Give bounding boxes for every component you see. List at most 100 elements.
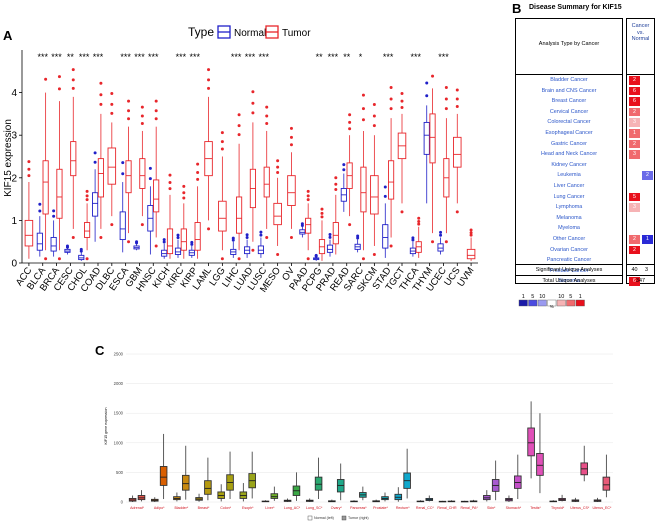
cell-up-esophageal-cancer: 1 <box>629 128 640 138</box>
c-box-normal-breast <box>195 493 203 502</box>
box-normal-thym <box>423 81 430 204</box>
c-y-tick-label-3: 1500 <box>114 411 124 416</box>
box-normal-blca <box>36 202 43 257</box>
outlier-tumor-thym-0 <box>431 74 435 78</box>
cancer-type-brain-and-cns-cancer[interactable]: Brain and CNS Cancer <box>541 87 597 94</box>
outlier-normal-read-0 <box>342 168 346 172</box>
outlier-tumor-ov-1 <box>289 135 293 139</box>
outlier-tumor-ucs-1 <box>455 97 459 101</box>
table-row <box>627 181 654 192</box>
outlier-tumor-lihc-2 <box>237 113 241 117</box>
cancer-type-esophageal-cancer[interactable]: Esophageal Cancer <box>545 129 593 136</box>
outlier-tumor-low-luad <box>251 248 255 252</box>
outlier-tumor-paad-1 <box>306 194 310 198</box>
cancer-type-liver-cancer[interactable]: Liver Cancer <box>553 182 585 189</box>
outlier-tumor-pcpg-2 <box>320 207 324 211</box>
c-box-normal-uterus-cs <box>571 497 580 502</box>
outlier-normal-luad-1 <box>245 233 249 237</box>
c-box-normal-pancreas <box>350 500 358 503</box>
outlier-normal-brca-1 <box>52 209 56 213</box>
cancer-type-ovarian-cancer[interactable]: Ovarian Cancer <box>550 246 588 253</box>
chart-a-legend: Type Normal Tumor <box>188 25 311 39</box>
outlier-tumor-lihc-0 <box>237 133 241 137</box>
outlier-tumor-low-cesc <box>71 235 75 239</box>
cancer-type-melanoma[interactable]: Melanoma <box>556 214 582 221</box>
outlier-normal-prad-1 <box>328 233 332 237</box>
cancer-type-kidney-cancer[interactable]: Kidney Cancer <box>551 161 587 168</box>
outlier-normal-prad-0 <box>328 235 332 239</box>
outlier-tumor-kich-0 <box>168 187 172 191</box>
cell-up-bladder-cancer: 2 <box>629 76 640 85</box>
c-x-tick-label-lung-ac: Lung_AC* <box>284 506 301 510</box>
cancer-type-colorectal-cancer[interactable]: Colorectal Cancer <box>547 119 591 126</box>
outlier-tumor-gbm-1 <box>140 114 144 118</box>
cancer-type-sarcoma[interactable]: Sarcoma <box>558 278 580 285</box>
significance-prad: *** <box>328 52 339 62</box>
cancer-type-prostate-cancer[interactable]: Prostate Cancer <box>549 267 589 274</box>
table-row: 5 <box>627 192 654 203</box>
panel-label-c: C <box>95 343 105 358</box>
outlier-tumor-kirp-1 <box>196 170 200 174</box>
c-box-tumor-renal-pa <box>469 499 478 503</box>
outlier-tumor-stad-1 <box>389 97 393 101</box>
cancer-type-pancreatic-cancer[interactable]: Pancreatic Cancer <box>546 257 592 264</box>
outlier-tumor-skcm-2 <box>372 103 376 107</box>
c-box-tumor-pancreas <box>359 486 367 501</box>
outlier-normal-cesc-1 <box>65 244 69 248</box>
c-box-tumor-breast <box>204 457 212 501</box>
cancer-type-gastric-cancer[interactable]: Gastric Cancer <box>551 140 587 147</box>
outlier-tumor-tgct-1 <box>400 99 404 103</box>
outlier-tumor-low-hnsc <box>154 244 158 248</box>
y-tick-label-2: 2 <box>11 173 17 184</box>
table-row: 3 <box>627 149 654 160</box>
panel-label-a: A <box>3 28 13 43</box>
c-box-normal-liver <box>261 500 270 503</box>
significance-gbm: *** <box>134 52 145 62</box>
outlier-tumor-ov-2 <box>289 126 293 130</box>
box-tumor-lusc <box>263 105 270 239</box>
outlier-tumor-prad-1 <box>334 182 338 186</box>
c-box-tumor-thyroid <box>558 494 566 502</box>
outlier-tumor-skcm-1 <box>372 114 376 118</box>
outlier-tumor-low-ucs <box>455 210 459 214</box>
outlier-tumor-blca-0 <box>44 77 48 81</box>
cancer-type-myeloma[interactable]: Myeloma <box>558 225 580 232</box>
c-x-tick-label-colon: Colon* <box>220 506 231 510</box>
outlier-tumor-sarc-1 <box>361 107 365 111</box>
cancer-type-other-cancer[interactable]: Other Cancer <box>552 235 586 242</box>
cancer-type-head-and-neck-cancer[interactable]: Head and Neck Cancer <box>540 151 598 158</box>
outlier-tumor-low-laml <box>207 227 211 231</box>
outlier-tumor-cesc-1 <box>71 78 75 82</box>
outlier-tumor-laml-1 <box>207 78 211 82</box>
box-normal-pcpg <box>313 253 320 261</box>
c-box-tumor-rectum <box>403 448 411 499</box>
box-normal-brca <box>50 209 57 257</box>
box-tumor-kich <box>166 173 174 259</box>
box-normal-gbm <box>133 240 140 251</box>
outlier-tumor-brca-0 <box>57 87 61 91</box>
cancer-type-lymphoma[interactable]: Lymphoma <box>555 204 583 211</box>
significance-kirp: *** <box>189 52 200 62</box>
box-tumor-thym <box>429 74 436 244</box>
outlier-tumor-low-thym <box>431 240 435 244</box>
table-row <box>627 160 654 171</box>
outlier-normal-brca-0 <box>52 214 56 218</box>
cancer-type-bladder-cancer[interactable]: Bladder Cancer <box>550 77 588 83</box>
header-right-line-1: Cancer <box>631 23 650 29</box>
c-x-tick-label-adrenal: Adrenal* <box>130 506 144 510</box>
outlier-tumor-stad-0 <box>389 107 393 111</box>
c-box-tumor-prostate <box>381 492 389 502</box>
box-normal-kich <box>161 238 168 259</box>
box-normal-stad <box>382 185 389 258</box>
cancer-type-breast-cancer[interactable]: Breast Cancer <box>551 98 587 105</box>
outlier-tumor-coad-2 <box>99 81 103 85</box>
cancer-type-lung-cancer[interactable]: Lung Cancer <box>553 193 585 200</box>
outlier-normal-luad-0 <box>245 236 249 240</box>
box-tumor-ucs <box>453 88 462 214</box>
box-tumor-blca <box>42 77 49 261</box>
outlier-tumor-ucec-2 <box>444 85 448 89</box>
cancer-type-leukemia[interactable]: Leukemia <box>557 172 581 179</box>
outlier-tumor-esca-0 <box>127 117 131 121</box>
c-box-tumor-testis <box>536 413 544 494</box>
cancer-type-cervical-cancer[interactable]: Cervical Cancer <box>549 108 589 115</box>
